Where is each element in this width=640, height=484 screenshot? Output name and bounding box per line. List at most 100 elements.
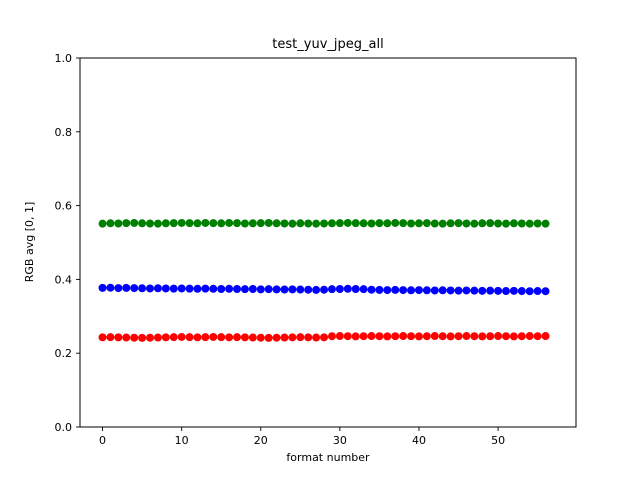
- data-point: [430, 219, 439, 228]
- data-point: [478, 332, 487, 341]
- data-point: [501, 332, 510, 341]
- y-tick-label: 0.8: [55, 126, 73, 139]
- data-point: [161, 284, 170, 293]
- data-point: [343, 284, 352, 293]
- data-point: [446, 332, 455, 341]
- data-point: [256, 333, 265, 342]
- x-tick-label: 50: [491, 434, 505, 447]
- data-point: [470, 286, 479, 295]
- data-point: [130, 218, 139, 227]
- data-point: [454, 219, 463, 228]
- data-point: [248, 219, 257, 228]
- data-point: [312, 333, 321, 342]
- data-point: [240, 285, 249, 294]
- data-point: [399, 332, 408, 341]
- data-point: [98, 283, 107, 292]
- data-point: [114, 219, 123, 228]
- data-point: [114, 284, 123, 293]
- x-tick-label: 0: [99, 434, 106, 447]
- data-point: [122, 283, 131, 292]
- data-point: [98, 219, 107, 228]
- data-point: [383, 286, 392, 295]
- data-point: [169, 333, 178, 342]
- data-point: [248, 333, 257, 342]
- data-point: [494, 332, 503, 341]
- data-point: [288, 219, 297, 228]
- data-point: [335, 332, 344, 341]
- data-point: [375, 332, 384, 341]
- data-point: [454, 286, 463, 295]
- data-point: [217, 219, 226, 228]
- data-points: [98, 218, 550, 342]
- data-point: [359, 219, 368, 228]
- data-point: [486, 286, 495, 295]
- data-point: [225, 218, 234, 227]
- data-point: [177, 284, 186, 293]
- data-point: [122, 219, 131, 228]
- y-axis-ticks: 0.0 0.2 0.4 0.6 0.8 1.0: [55, 52, 80, 434]
- plot-area: [79, 57, 577, 428]
- data-point: [153, 219, 162, 228]
- data-point: [138, 333, 147, 342]
- data-point: [161, 219, 170, 228]
- data-point: [367, 332, 376, 341]
- data-point: [494, 219, 503, 228]
- data-point: [351, 332, 360, 341]
- data-point: [106, 219, 115, 228]
- data-point: [177, 332, 186, 341]
- data-point: [320, 219, 329, 228]
- data-point: [98, 333, 107, 342]
- data-point: [383, 332, 392, 341]
- data-point: [399, 219, 408, 228]
- data-point: [414, 332, 423, 341]
- data-point: [454, 332, 463, 341]
- data-point: [501, 287, 510, 296]
- data-point: [146, 284, 155, 293]
- data-point: [201, 218, 210, 227]
- data-point: [541, 287, 550, 296]
- x-tick-label: 30: [333, 434, 347, 447]
- data-point: [422, 219, 431, 228]
- data-point: [327, 285, 336, 294]
- data-point: [296, 219, 305, 228]
- data-point: [240, 333, 249, 342]
- data-point: [414, 286, 423, 295]
- data-point: [193, 284, 202, 293]
- data-point: [407, 286, 416, 295]
- data-point: [525, 219, 534, 228]
- data-point: [470, 219, 479, 228]
- data-point: [177, 218, 186, 227]
- data-point: [533, 332, 542, 341]
- data-point: [438, 286, 447, 295]
- x-axis-ticks: 0 10 20 30 40 50: [99, 427, 505, 447]
- data-point: [217, 284, 226, 293]
- data-point: [438, 219, 447, 228]
- data-point: [146, 333, 155, 342]
- data-point: [509, 286, 518, 295]
- data-point: [138, 219, 147, 228]
- data-point: [438, 332, 447, 341]
- data-point: [517, 287, 526, 296]
- data-point: [264, 333, 273, 342]
- data-point: [312, 285, 321, 294]
- data-point: [509, 219, 518, 228]
- data-point: [533, 219, 542, 228]
- x-tick-label: 20: [254, 434, 268, 447]
- data-point: [296, 333, 305, 342]
- data-point: [106, 333, 115, 342]
- data-point: [359, 285, 368, 294]
- data-point: [256, 219, 265, 228]
- data-point: [430, 332, 439, 341]
- data-point: [233, 333, 242, 342]
- data-point: [209, 284, 218, 293]
- data-point: [201, 284, 210, 293]
- data-point: [391, 332, 400, 341]
- data-point: [272, 285, 281, 294]
- y-tick-label: 0.4: [55, 273, 73, 286]
- x-tick-label: 10: [175, 434, 189, 447]
- data-point: [335, 219, 344, 228]
- data-point: [296, 285, 305, 294]
- data-point: [209, 219, 218, 228]
- y-tick-label: 0.2: [55, 347, 73, 360]
- data-point: [280, 333, 289, 342]
